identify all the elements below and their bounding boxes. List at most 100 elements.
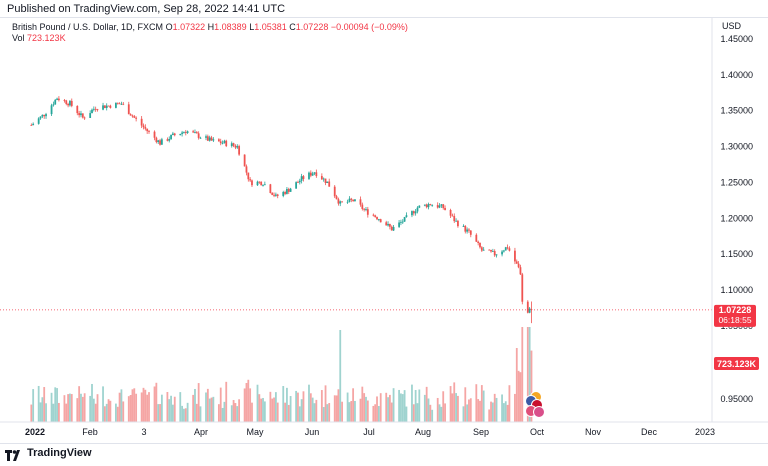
candle-body xyxy=(354,199,356,201)
chart-legend: British Pound / U.S. Dollar, 1D, FXCM O1… xyxy=(12,22,408,44)
volume-bar xyxy=(348,402,351,422)
jp-flag-icon[interactable] xyxy=(533,406,545,418)
tradingview-brand[interactable]: TradingView xyxy=(5,446,92,461)
volume-bar xyxy=(320,390,323,422)
volume-bar xyxy=(133,388,136,422)
candle-body xyxy=(192,131,195,133)
candle-body xyxy=(297,182,299,183)
volume-bar xyxy=(503,403,505,422)
volume-bar xyxy=(183,408,185,422)
volume-bar xyxy=(131,389,134,422)
volume-bar xyxy=(140,392,143,422)
volume-bar xyxy=(208,398,211,422)
volume-bar xyxy=(50,392,53,422)
volume-bar xyxy=(155,382,158,422)
volume-bar xyxy=(103,406,106,422)
candle-body xyxy=(173,133,176,136)
volume-bar xyxy=(490,401,492,422)
volume-bar xyxy=(173,396,176,422)
volume-bar xyxy=(526,327,529,422)
candle-body xyxy=(503,250,505,252)
candle-body xyxy=(131,115,134,117)
volume-bar xyxy=(120,389,123,422)
volume-bar xyxy=(148,392,150,422)
candle-body xyxy=(92,108,95,110)
volume-bar xyxy=(387,397,389,422)
candle-body xyxy=(335,196,338,200)
open-label: O xyxy=(165,22,173,32)
candle-body xyxy=(423,204,426,206)
candle-body xyxy=(194,132,196,133)
candle-body xyxy=(526,301,529,313)
candle-body xyxy=(315,172,318,177)
x-tick-label: Sep xyxy=(473,427,489,437)
volume-bar xyxy=(144,389,147,422)
volume-bar xyxy=(521,327,524,422)
candle-body xyxy=(309,172,312,176)
volume-bar xyxy=(273,397,275,422)
volume-bar xyxy=(444,403,446,422)
volume-bar xyxy=(192,394,195,422)
volume-bar xyxy=(403,390,406,422)
volume-bar xyxy=(455,393,457,422)
volume-bar xyxy=(488,409,491,422)
volume-bar xyxy=(135,393,138,422)
y-tick-label: 0.95000 xyxy=(720,394,753,404)
volume-bar xyxy=(70,394,73,422)
volume-bar xyxy=(504,401,507,422)
event-flags[interactable] xyxy=(525,391,545,418)
volume-bar xyxy=(377,406,380,422)
volume-bar xyxy=(469,398,472,422)
volume-bar xyxy=(401,394,404,422)
volume-bar xyxy=(43,387,46,422)
candle-body xyxy=(232,143,235,146)
volume-bar xyxy=(179,392,182,422)
volume-bar xyxy=(251,402,253,422)
volume-bar xyxy=(328,403,331,422)
volume-badge-value: 723.123K xyxy=(717,359,757,369)
candle-body xyxy=(249,179,252,181)
volume-bar xyxy=(451,393,454,422)
volume-bar xyxy=(94,403,97,422)
volume-bar xyxy=(337,389,340,422)
candle-body xyxy=(468,229,470,231)
volume-bar xyxy=(195,403,198,422)
candle-body xyxy=(464,225,467,232)
candle-body xyxy=(223,140,226,143)
volume-bar xyxy=(109,400,112,422)
volume-bar xyxy=(115,403,117,422)
volume-bar xyxy=(199,406,202,422)
volume-bar xyxy=(388,394,391,422)
candle-body xyxy=(243,154,246,167)
volume-bar xyxy=(223,401,226,422)
volume-bar xyxy=(515,348,518,422)
candle-body xyxy=(258,181,261,183)
close-value: 1.07228 xyxy=(295,22,329,32)
volume-bar xyxy=(234,403,237,422)
candle-body xyxy=(58,98,60,101)
volume-bar xyxy=(206,388,209,422)
volume-bar xyxy=(300,399,303,422)
candle-body xyxy=(236,146,239,148)
candle-body xyxy=(521,274,524,302)
candle-body xyxy=(385,222,388,226)
volume-bar xyxy=(390,402,393,422)
volume-bar xyxy=(78,386,81,422)
candle-body xyxy=(199,137,202,139)
candle-body xyxy=(221,142,224,144)
candle-body xyxy=(361,204,364,209)
volume-bar xyxy=(372,405,375,422)
chart-pane[interactable] xyxy=(0,17,768,444)
price-axis[interactable]: 1.45000 1.40000 1.35000 1.30000 1.25000 1.200… xyxy=(720,34,753,404)
candle-body xyxy=(411,211,413,216)
time-axis[interactable]: 2022 Feb 3 Apr May Jun Jul Aug Sep Oct Nov Dec 2023 xyxy=(25,427,715,437)
volume-bar xyxy=(256,384,259,422)
volume-bar xyxy=(416,403,419,422)
candle-body xyxy=(210,137,213,141)
candle-body xyxy=(466,229,469,232)
candle-body xyxy=(89,113,92,118)
volume-bar xyxy=(468,399,470,422)
candle-body xyxy=(208,137,211,141)
y-tick-label: 1.40000 xyxy=(720,70,753,80)
